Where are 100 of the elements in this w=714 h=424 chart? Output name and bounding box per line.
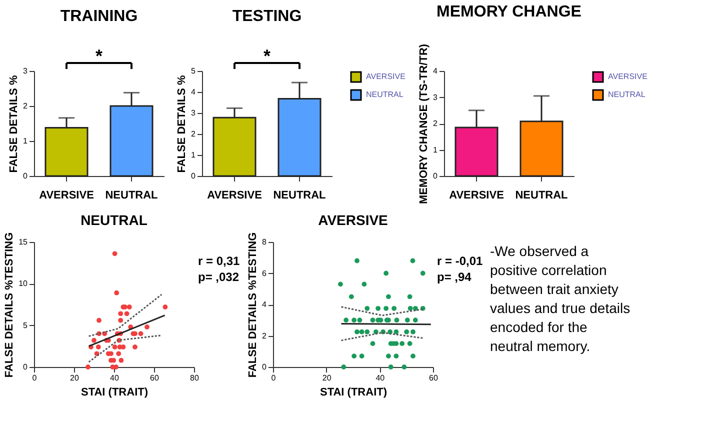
x-axis-title: STAI (TRAIT)	[320, 386, 388, 398]
y-tick-label: 0	[23, 362, 28, 372]
text: *	[95, 46, 103, 66]
y-tick-label: 3	[23, 66, 28, 76]
point	[132, 344, 138, 350]
point	[404, 318, 410, 323]
text: p= ,94	[437, 270, 472, 284]
point	[126, 304, 132, 310]
x-tick-label: AVERSIVE	[207, 190, 262, 202]
point	[420, 270, 426, 276]
text: p= ,032	[198, 270, 240, 284]
point	[384, 270, 389, 276]
y-tick-label: 1	[433, 145, 438, 154]
point	[162, 304, 168, 310]
y-tick-label: 2	[23, 102, 28, 110]
text: encoded for the	[490, 319, 588, 335]
point	[341, 364, 346, 370]
chart-title: MEMORY CHANGE	[436, 3, 582, 20]
chart-title: NEUTRAL	[80, 212, 148, 228]
y-tick-label: 5	[191, 66, 196, 76]
point	[394, 318, 400, 323]
point	[359, 329, 364, 334]
point	[338, 282, 343, 287]
point	[370, 318, 376, 323]
y-tick-label: 10	[18, 279, 28, 288]
x-tick-label: AVERSIVE	[449, 190, 504, 202]
y-tick-label: 2	[262, 331, 268, 340]
x-tick-label: 40	[110, 374, 120, 382]
point	[112, 251, 118, 256]
y-axis-title: FALSE DETAILS %TESTING	[4, 232, 16, 378]
point	[407, 341, 412, 346]
text: r = 0,31	[198, 254, 240, 268]
point	[344, 318, 349, 323]
y-tick-label: 0	[191, 172, 196, 180]
point	[138, 331, 144, 336]
text: *	[263, 46, 271, 66]
text: neutral memory.	[490, 338, 590, 354]
point	[357, 318, 362, 323]
chart-title: AVERSIVE	[318, 212, 388, 228]
point	[386, 294, 391, 300]
point	[388, 364, 394, 370]
point	[86, 364, 90, 370]
y-tick-label: 2	[433, 119, 438, 128]
x-tick-label: 60	[150, 374, 160, 382]
y-axis-title: FALSE DETAILS %	[176, 74, 188, 173]
point	[410, 258, 416, 264]
point	[359, 354, 364, 359]
point	[348, 294, 354, 300]
text: values and true details	[490, 300, 630, 316]
legend-label: NEUTRAL	[608, 90, 646, 99]
point	[112, 344, 118, 350]
x-tick-label: NEUTRAL	[105, 190, 158, 202]
y-tick-label: 4	[191, 88, 196, 96]
text: r = -0,01	[437, 254, 484, 268]
point	[118, 358, 124, 363]
point	[352, 354, 357, 359]
y-tick-label: 0	[433, 172, 438, 180]
y-tick-label: 0	[262, 362, 268, 372]
point	[354, 329, 360, 334]
point	[92, 338, 96, 343]
y-tick-label: 5	[23, 320, 28, 330]
chart-title: TRAINING	[60, 8, 138, 25]
text: -We observed a	[490, 243, 589, 259]
y-axis-title: MEMORY CHANGE (TS-TR/TR)	[418, 44, 430, 204]
x-tick-label: NEUTRAL	[515, 190, 568, 202]
legend-label: AVERSIVE	[366, 72, 406, 81]
point	[386, 354, 391, 359]
y-tick-label: 3	[191, 108, 196, 118]
x-tick-label: 0	[32, 374, 38, 382]
point	[96, 344, 101, 350]
point	[376, 306, 381, 311]
point	[404, 329, 410, 334]
point	[402, 364, 407, 370]
legend-label: AVERSIVE	[608, 72, 648, 81]
point	[144, 324, 150, 330]
x-tick-label: 20	[322, 374, 332, 382]
x-tick-label: NEUTRAL	[273, 190, 326, 202]
y-axis-title: FALSE DETAILS %	[8, 74, 20, 173]
point	[124, 311, 130, 316]
x-tick-label: 0	[271, 374, 276, 382]
y-tick-label: 15	[18, 238, 28, 246]
point	[394, 329, 399, 334]
point	[96, 318, 102, 323]
y-tick-label: 3	[433, 92, 438, 102]
y-axis-title: FALSE DETAILS %TESTING	[247, 232, 260, 378]
x-tick-label: 60	[429, 374, 438, 382]
point	[118, 311, 124, 316]
point	[114, 364, 118, 370]
y-tick-label: 4	[262, 300, 268, 309]
point	[400, 341, 405, 346]
point	[392, 306, 397, 311]
point	[118, 318, 124, 323]
text: between trait anxiety	[490, 281, 618, 297]
point	[364, 306, 370, 311]
point	[384, 306, 389, 311]
point	[412, 318, 418, 323]
point	[394, 354, 399, 359]
point	[364, 329, 370, 334]
point	[352, 318, 357, 323]
text: positive correlation	[490, 262, 607, 278]
